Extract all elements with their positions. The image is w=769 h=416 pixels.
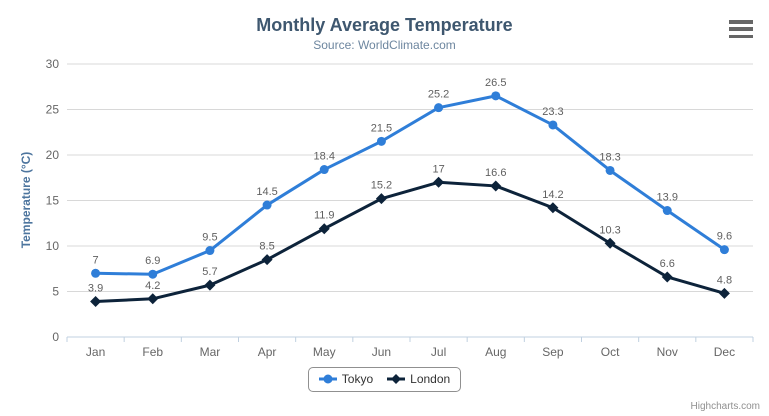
london-data-label: 17 (432, 163, 444, 175)
y-axis-tick-label: 10 (46, 239, 60, 253)
london-data-label: 14.2 (542, 189, 563, 201)
legend-item-london[interactable]: London (387, 372, 450, 386)
london-data-label: 3.9 (88, 283, 103, 295)
tokyo-point-marker[interactable] (148, 269, 158, 279)
y-axis-tick-label: 30 (46, 57, 60, 71)
london-data-label: 10.3 (599, 224, 620, 236)
legend-diamond-marker-icon (387, 374, 406, 384)
x-axis-tick-label: Jul (431, 345, 446, 359)
x-axis-tick-label: Nov (657, 345, 678, 359)
legend: Tokyo London (0, 367, 769, 392)
chart-title: Monthly Average Temperature (256, 15, 513, 35)
x-axis-tick-label: Apr (258, 345, 277, 359)
y-axis-tick-label: 15 (46, 194, 60, 208)
tokyo-point-marker[interactable] (434, 103, 444, 113)
london-point-marker[interactable] (547, 202, 559, 214)
london-point-marker[interactable] (318, 223, 330, 235)
y-axis-tick-label: 20 (46, 148, 60, 162)
tokyo-data-label: 18.4 (314, 151, 335, 163)
x-axis-tick-label: Mar (200, 345, 221, 359)
tokyo-point-marker[interactable] (548, 120, 558, 130)
x-axis-tick-label: Jun (372, 345, 391, 359)
tokyo-point-marker[interactable] (262, 200, 272, 210)
tokyo-data-label: 26.5 (485, 77, 506, 89)
tokyo-data-label: 13.9 (657, 192, 678, 204)
x-axis-tick-label: Sep (542, 345, 564, 359)
y-axis-title: Temperature (°C) (19, 151, 33, 249)
tokyo-data-label: 18.3 (599, 151, 620, 163)
london-data-label: 15.2 (371, 180, 392, 192)
tokyo-point-marker[interactable] (491, 91, 501, 101)
tokyo-point-marker[interactable] (719, 245, 729, 255)
london-point-marker[interactable] (147, 293, 159, 305)
tokyo-point-marker[interactable] (605, 165, 615, 175)
tokyo-series-line[interactable] (94, 94, 726, 276)
london-point-marker[interactable] (375, 193, 387, 205)
tokyo-data-label: 9.6 (717, 231, 732, 243)
menu-bar (729, 27, 753, 31)
tokyo-point-marker[interactable] (376, 136, 386, 146)
legend-item-tokyo[interactable]: Tokyo (318, 372, 374, 386)
legend-item-label: London (410, 372, 451, 386)
menu-bar (729, 34, 753, 38)
london-data-label: 11.9 (314, 210, 335, 222)
tokyo-data-label: 23.3 (542, 106, 563, 118)
tokyo-data-label: 14.5 (256, 186, 277, 198)
x-axis-tick-label: Aug (485, 345, 506, 359)
y-axis-tick-label: 5 (52, 285, 59, 299)
london-point-marker[interactable] (204, 279, 216, 291)
highcharts-credits-link[interactable]: Highcharts.com (690, 401, 760, 412)
x-axis-tick-label: Dec (714, 345, 735, 359)
london-point-marker[interactable] (718, 287, 730, 299)
london-data-label: 6.6 (660, 258, 675, 270)
london-data-label: 5.7 (202, 266, 217, 278)
x-axis-tick-label: Feb (142, 345, 163, 359)
london-data-label: 4.2 (145, 280, 160, 292)
london-point-marker[interactable] (490, 180, 502, 192)
tokyo-data-label: 25.2 (428, 89, 449, 101)
london-point-marker[interactable] (261, 254, 273, 266)
legend-box: Tokyo London (307, 367, 462, 392)
london-data-label: 16.6 (485, 167, 506, 179)
london-point-marker[interactable] (433, 176, 445, 188)
london-series-line[interactable] (94, 180, 726, 304)
tokyo-data-label: 7 (93, 254, 99, 266)
tokyo-point-marker[interactable] (319, 165, 329, 175)
tokyo-data-label: 9.5 (202, 232, 217, 244)
tokyo-point-marker[interactable] (662, 206, 672, 216)
tokyo-data-label: 21.5 (371, 122, 392, 134)
hamburger-menu-icon[interactable] (729, 19, 753, 39)
menu-bar (729, 20, 753, 24)
x-axis-tick-label: May (313, 345, 336, 359)
legend-circle-marker-icon (318, 374, 337, 384)
london-data-label: 8.5 (259, 241, 274, 253)
london-point-marker[interactable] (604, 237, 616, 249)
tokyo-point-marker[interactable] (205, 246, 215, 256)
tokyo-data-label: 6.9 (145, 255, 160, 267)
tokyo-point-marker[interactable] (91, 268, 101, 278)
legend-item-label: Tokyo (341, 372, 374, 386)
y-axis-tick-label: 25 (46, 103, 60, 117)
london-data-label: 4.8 (717, 274, 732, 286)
x-axis-tick-label: Oct (601, 345, 620, 359)
london-point-marker[interactable] (661, 271, 673, 283)
chart-subtitle: Source: WorldClimate.com (313, 38, 456, 52)
y-axis-tick-label: 0 (52, 330, 59, 344)
london-point-marker[interactable] (90, 296, 102, 308)
x-axis-tick-label: Jan (86, 345, 105, 359)
